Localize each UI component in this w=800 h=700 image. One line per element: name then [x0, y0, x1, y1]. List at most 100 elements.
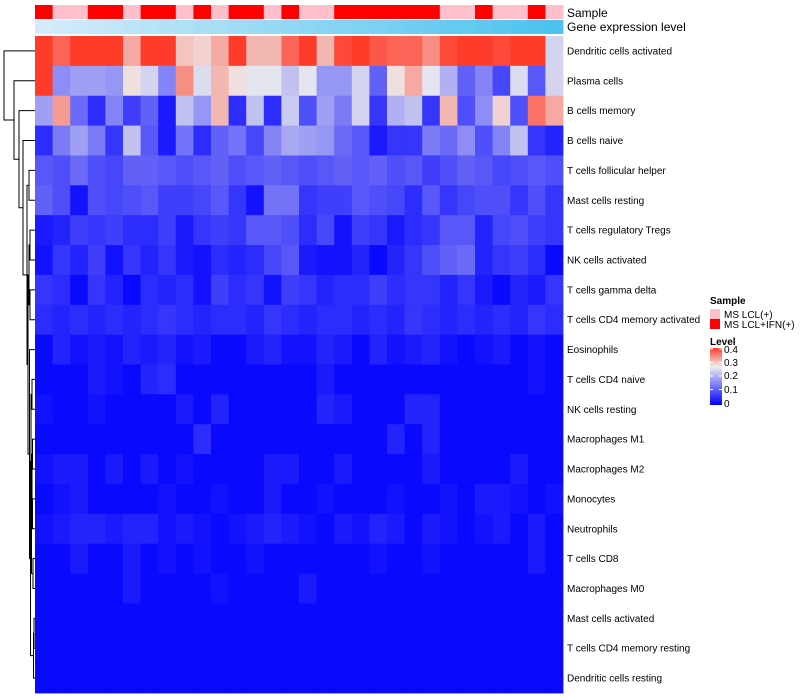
heatmap-cell [70, 125, 89, 156]
heatmap-cell [140, 274, 159, 306]
heatmap-cell [35, 65, 53, 97]
heatmap-cell [299, 573, 317, 604]
heatmap-cell [457, 65, 476, 97]
heatmap-cell [316, 185, 335, 216]
heatmap-cell [193, 424, 212, 455]
heatmap-cell [527, 543, 546, 574]
heatmap-cell [263, 155, 282, 186]
heatmap-cell [175, 364, 194, 395]
heatmap-cell [158, 185, 177, 216]
expression-annotation-cell [228, 20, 247, 34]
heatmap-cell [545, 185, 564, 216]
heatmap-cell [175, 185, 194, 216]
heatmap-cell [52, 65, 71, 97]
heatmap-cell [387, 304, 405, 336]
heatmap-cell [158, 334, 177, 365]
heatmap-cell [351, 663, 370, 694]
heatmap-cell [123, 633, 141, 664]
heatmap-cell [351, 603, 370, 634]
heatmap-cell [193, 543, 212, 574]
heatmap-cell [387, 424, 405, 455]
heatmap-cell [527, 454, 546, 485]
heatmap-cell [281, 513, 300, 545]
heatmap-cell [422, 573, 441, 604]
heatmap-cell [334, 125, 353, 156]
heatmap-cell [527, 274, 546, 306]
heatmap-cell [369, 185, 388, 216]
heatmap-cell [316, 394, 335, 425]
heatmap-cell [439, 394, 458, 425]
heatmap-cell [175, 663, 194, 694]
expression-annotation-cell [52, 20, 71, 34]
heatmap-cell [351, 245, 370, 276]
heatmap-cell [545, 483, 564, 515]
heatmap-cell [211, 95, 229, 126]
heatmap-cell [35, 36, 53, 67]
heatmap-cell [175, 424, 194, 455]
heatmap-cell [316, 65, 335, 97]
heatmap-cell [457, 95, 476, 126]
heatmap-cell [527, 394, 546, 425]
heatmap-cell [52, 543, 71, 574]
heatmap-cell [158, 95, 177, 126]
heatmap-cell [387, 95, 405, 126]
heatmap-cell [475, 334, 493, 365]
heatmap-cell [299, 513, 317, 545]
heatmap-cell [457, 633, 476, 664]
heatmap-cell [70, 424, 89, 455]
heatmap-cell [175, 155, 194, 186]
heatmap-cell [351, 483, 370, 515]
heatmap-cell [211, 334, 229, 365]
heatmap-cell [422, 663, 441, 694]
heatmap-cell [387, 543, 405, 574]
heatmap-cell [140, 334, 159, 365]
heatmap-cell [422, 65, 441, 97]
heatmap-cell [158, 364, 177, 395]
heatmap-cell [52, 424, 71, 455]
heatmap-cell [351, 215, 370, 246]
heatmap-cell [35, 304, 53, 336]
heatmap-cell [334, 36, 353, 67]
heatmap-cell [281, 155, 300, 186]
heatmap-cell [158, 125, 177, 156]
heatmap-cell [299, 603, 317, 634]
heatmap-cell [299, 454, 317, 485]
heatmap-cell [158, 513, 177, 545]
legend-level-tick: 0 [724, 399, 730, 410]
heatmap-cell [35, 185, 53, 216]
heatmap-cell [492, 603, 511, 634]
heatmap-cell [545, 125, 564, 156]
heatmap-cell [35, 424, 53, 455]
heatmap-cell [246, 36, 265, 67]
heatmap-cell [87, 95, 106, 126]
heatmap-cell [457, 663, 476, 694]
row-labels: Dendritic cells activated Plasma cells B c… [567, 46, 700, 684]
heatmap-cell [228, 185, 247, 216]
heatmap-cell [228, 483, 247, 515]
heatmap-cell [299, 125, 317, 156]
heatmap-cell [334, 364, 353, 395]
heatmap-cell [175, 483, 194, 515]
sample-annotation-cell [158, 5, 177, 19]
heatmap-cell [123, 603, 141, 634]
heatmap-cell [545, 663, 564, 694]
heatmap-cell [334, 155, 353, 186]
heatmap-cell [246, 513, 265, 545]
dendrogram-branch [29, 289, 35, 321]
heatmap-cell [510, 36, 529, 67]
legend-level-tick: 0.3 [724, 358, 738, 369]
heatmap-cell [228, 424, 247, 455]
heatmap-cell [369, 513, 388, 545]
heatmap-cell [123, 36, 141, 67]
heatmap-cell [246, 155, 265, 186]
heatmap-cell [369, 304, 388, 336]
heatmap-cell [351, 573, 370, 604]
sample-annotation-cell [246, 5, 265, 19]
heatmap-cell [140, 215, 159, 246]
heatmap-cell [87, 513, 106, 545]
expression-annotation-cell [105, 20, 124, 34]
heatmap-cell [281, 215, 300, 246]
heatmap-cell [351, 185, 370, 216]
heatmap-cell [87, 543, 106, 574]
heatmap-cell [404, 454, 423, 485]
